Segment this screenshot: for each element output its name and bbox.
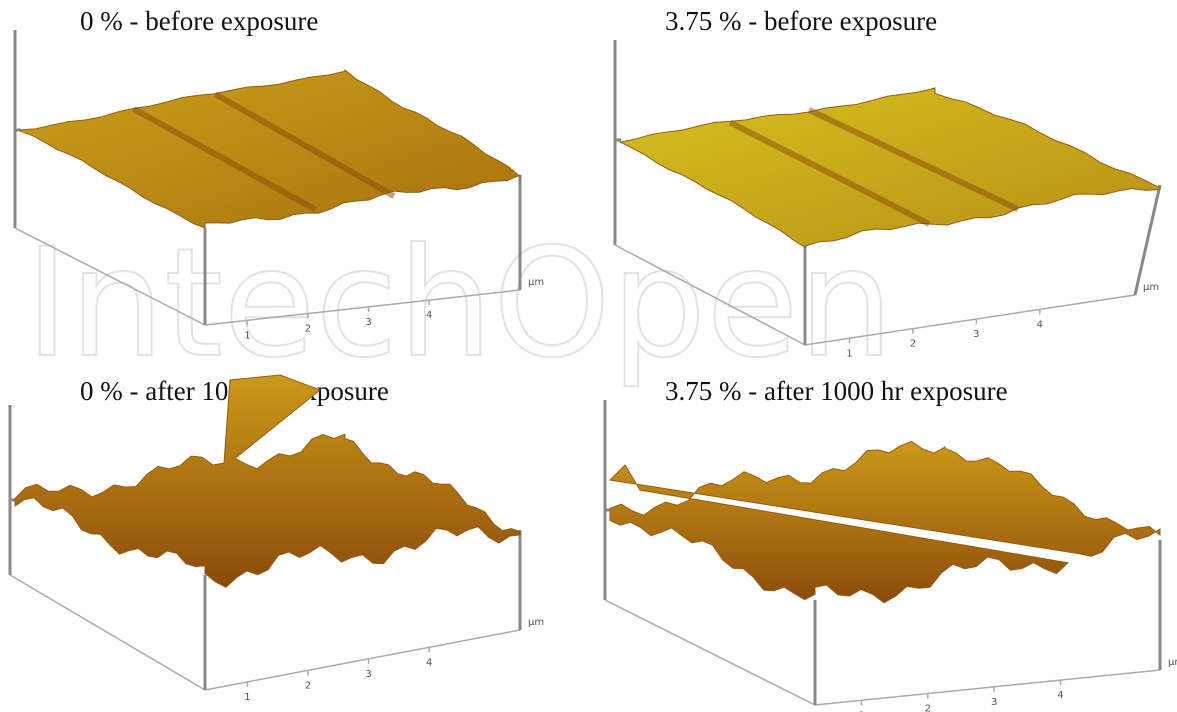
panel-title: 3.75 % - before exposure: [665, 6, 937, 36]
x-tick-label: 4: [426, 310, 432, 321]
depth-axis: [614, 244, 806, 346]
surface: [608, 440, 1161, 604]
axis-unit: µm: [528, 617, 544, 628]
panel: 3.75 % - after 1000 hr exposure 1 2 3 4 µm: [603, 376, 1177, 712]
x-axis: [204, 629, 521, 691]
x-tick-label: 1: [846, 348, 852, 359]
x-tick-label: 3: [973, 329, 979, 340]
axis-unit: µm: [1168, 657, 1177, 668]
x-tick-label: 3: [365, 669, 371, 680]
depth-axis: [9, 574, 206, 691]
surface: [19, 68, 521, 229]
depth-axis: [604, 599, 816, 706]
axis-unit: µm: [528, 277, 544, 288]
x-tick-label: 2: [925, 704, 931, 712]
panel-title: 0 % - before exposure: [80, 6, 318, 36]
watermark: IntechOpen: [25, 217, 894, 391]
x-axis: [204, 289, 521, 326]
surface-groove: [132, 106, 317, 213]
panel: 0 % - before exposure 1 2 3 4 µm: [13, 6, 544, 341]
depth-axis: [14, 227, 206, 326]
x-axis: [814, 669, 1161, 706]
panel: 3.75 % - before exposure 1 2 3 4 µm: [613, 6, 1162, 359]
x-axis: [804, 294, 1136, 346]
x-tick-label: 1: [244, 330, 250, 341]
x-tick-label: 3: [991, 697, 997, 708]
panel-title: 3.75 % - after 1000 hr exposure: [665, 376, 1008, 406]
x-tick-label: 1: [858, 710, 864, 712]
axis-unit: µm: [1143, 282, 1159, 293]
surface-groove: [807, 107, 1020, 212]
surface: [14, 374, 521, 588]
x-tick-label: 2: [305, 324, 311, 335]
surface: [619, 87, 1161, 249]
x-tick-label: 2: [910, 339, 916, 350]
x-tick-label: 4: [426, 657, 432, 668]
x-tick-label: 3: [365, 317, 371, 328]
x-tick-label: 1: [244, 692, 250, 703]
x-tick-label: 4: [1037, 319, 1043, 330]
x-tick-label: 2: [305, 680, 311, 691]
x-tick-label: 4: [1057, 690, 1063, 701]
right-edge: [1133, 184, 1162, 296]
surface-groove: [728, 119, 931, 227]
surface-groove: [213, 91, 396, 199]
